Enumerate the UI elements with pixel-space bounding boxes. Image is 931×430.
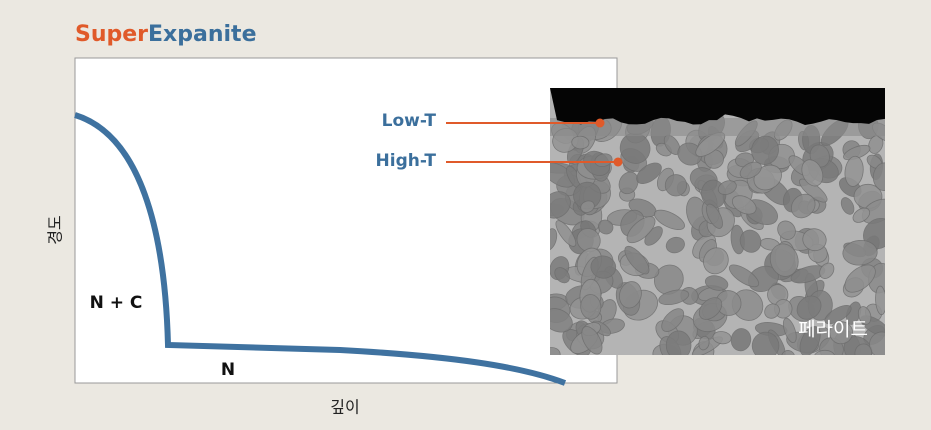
- annotation-label: High-T: [376, 151, 437, 171]
- title-part2: Expanite: [148, 22, 256, 47]
- image-caption: 페라이트: [798, 319, 868, 341]
- x-axis-label: 깊이: [330, 398, 359, 417]
- region-label: N + C: [90, 293, 143, 313]
- diagram: SuperExpanite N + C N 경도 깊이 페라이트 Low-T H…: [0, 0, 931, 430]
- annotation-label: Low-T: [382, 111, 437, 131]
- title: SuperExpanite: [75, 22, 256, 47]
- plot-frame: [75, 58, 617, 383]
- y-axis-label: 경도: [46, 215, 65, 244]
- title-part1: Super: [75, 22, 148, 47]
- page: SuperExpanite N + C N 경도 깊이 페라이트 Low-T H…: [0, 0, 931, 430]
- annotation-dot: [614, 158, 623, 167]
- annotation-dot: [596, 119, 605, 128]
- region-label: N: [221, 360, 235, 380]
